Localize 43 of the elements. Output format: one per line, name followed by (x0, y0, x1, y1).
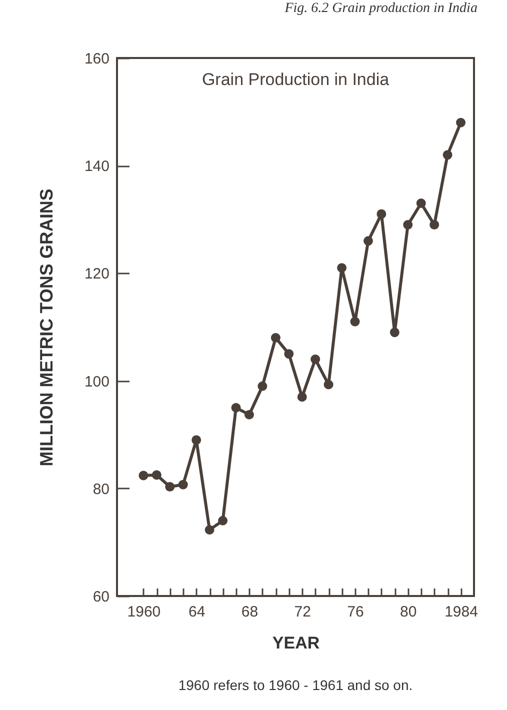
point (244, 410, 254, 420)
y-tick-label: 120 (84, 266, 110, 283)
y-tick-label: 60 (92, 588, 110, 606)
point (310, 354, 320, 364)
x-tick-label: 80 (400, 604, 417, 620)
y-tick-label: 140 (84, 158, 110, 176)
point (152, 470, 162, 480)
point (456, 118, 466, 128)
y-tick-label: 100 (84, 373, 110, 390)
point (204, 525, 214, 535)
point (218, 516, 228, 526)
y-tick-label: 160 (84, 50, 110, 68)
point (350, 316, 360, 326)
point (284, 349, 294, 359)
annotation: Grain Production in India (202, 70, 390, 89)
x-tick-label: 72 (294, 604, 311, 620)
x-tick-label: 64 (188, 604, 206, 620)
point (258, 381, 268, 391)
x-tick-label: 1984 (444, 604, 478, 620)
point (270, 333, 280, 342)
chart-title: Fig. 6.2 Grain production in India (284, 1, 478, 16)
point (231, 402, 241, 412)
point (138, 470, 148, 480)
y-tick-label: 80 (92, 480, 110, 498)
point (297, 392, 307, 402)
point (430, 220, 440, 230)
x-tick-label: 76 (347, 604, 364, 620)
point (363, 236, 373, 246)
point (178, 480, 188, 490)
point (376, 209, 386, 219)
y-axis-title: MILLION METRIC TONS GRAINS (36, 188, 56, 466)
x-axis-title: YEAR (272, 634, 320, 652)
point (442, 150, 452, 160)
point (324, 380, 334, 390)
text: 1960 refers to 1960 - 1961 and so on. (178, 677, 413, 693)
point (416, 198, 426, 208)
x-tick-label: 68 (241, 604, 258, 620)
point (165, 482, 175, 492)
point (192, 435, 202, 445)
x-tick-label: 1960 (127, 604, 161, 620)
point (390, 328, 400, 338)
point (403, 220, 413, 230)
point (337, 263, 347, 273)
